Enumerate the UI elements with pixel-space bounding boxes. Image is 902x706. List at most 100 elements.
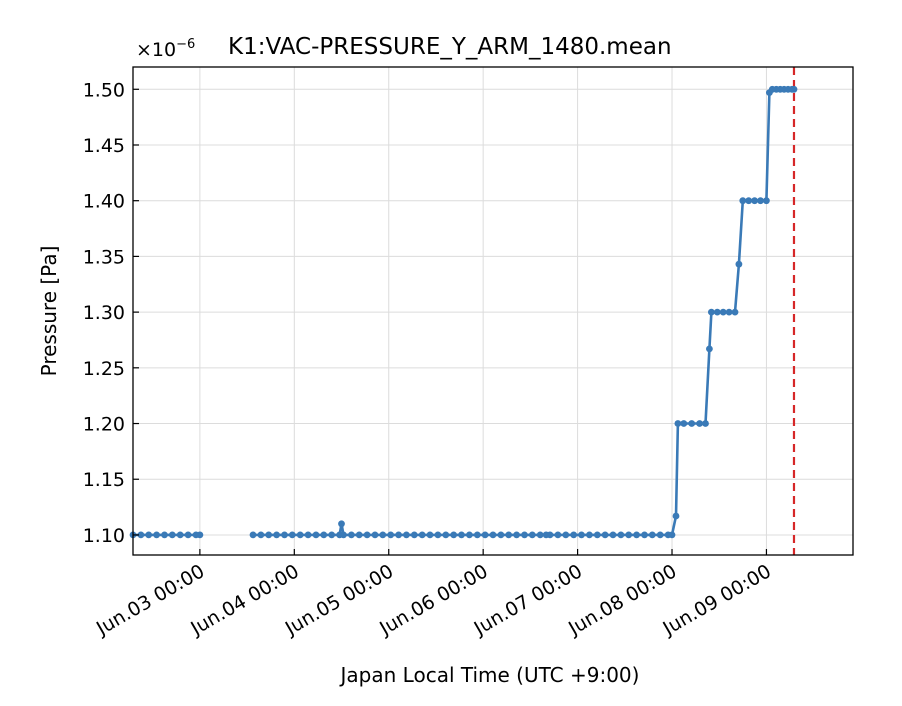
data-point	[708, 308, 715, 316]
data-point	[586, 531, 593, 539]
data-point	[513, 531, 520, 539]
y-tick-label: 1.20	[83, 414, 125, 436]
data-point	[426, 531, 434, 539]
data-point	[387, 531, 395, 539]
data-point	[161, 531, 168, 539]
data-point	[578, 531, 585, 539]
data-point	[153, 531, 161, 539]
data-point	[528, 531, 536, 539]
data-point	[570, 531, 578, 539]
data-point	[410, 531, 418, 539]
data-point	[371, 531, 379, 539]
data-point	[312, 531, 320, 539]
data-point	[363, 531, 371, 539]
data-point	[702, 420, 709, 427]
data-point	[145, 531, 153, 539]
data-point	[719, 308, 727, 316]
y-tick-label: 1.45	[83, 135, 125, 157]
data-point	[196, 531, 204, 539]
y-axis-ticks: 1.10 1.15 1.20 1.25 1.30 1.35 1.40 1.45 1.50	[83, 79, 139, 547]
data-point	[757, 197, 764, 205]
data-point	[473, 531, 481, 539]
y-tick-label: 1.35	[83, 246, 125, 268]
data-point	[176, 531, 184, 539]
data-point	[763, 197, 770, 205]
data-point	[497, 531, 505, 539]
data-point	[668, 531, 676, 539]
data-point	[731, 308, 739, 316]
y-offset-text: ×10−6	[136, 37, 195, 61]
y-offset-base: ×10	[136, 39, 176, 61]
data-point	[593, 531, 601, 539]
y-tick-label: 1.40	[83, 191, 125, 213]
data-point	[713, 308, 721, 316]
data-point	[674, 420, 682, 427]
data-point	[680, 420, 688, 427]
data-point	[546, 531, 554, 539]
data-point	[184, 531, 192, 539]
data-point	[348, 531, 355, 539]
data-point	[790, 85, 798, 93]
y-tick-label: 1.10	[83, 525, 125, 547]
data-point	[304, 531, 312, 539]
data-point	[481, 531, 489, 539]
data-point	[328, 531, 336, 539]
data-point	[355, 531, 363, 539]
data-point	[751, 197, 758, 205]
data-point	[609, 531, 617, 539]
data-point	[395, 531, 402, 539]
data-point	[554, 531, 562, 539]
data-point	[617, 531, 625, 539]
series-line	[253, 522, 547, 537]
data-point	[434, 531, 442, 539]
data-point	[379, 531, 387, 539]
data-point	[403, 531, 410, 539]
y-axis-label: Pressure [Pa]	[37, 246, 61, 377]
data-point	[648, 531, 656, 539]
data-point	[641, 531, 648, 539]
data-point	[137, 531, 145, 539]
data-point	[489, 531, 497, 539]
plot-frame	[132, 66, 854, 556]
data-point	[265, 531, 273, 539]
x-axis-label: Japan Local Time (UTC +9:00)	[339, 663, 640, 687]
y-tick-label: 1.50	[83, 79, 125, 101]
data-point	[633, 531, 640, 539]
y-offset-exponent: −6	[176, 37, 195, 52]
data-point	[672, 512, 680, 520]
data-point	[562, 531, 570, 539]
data-point	[656, 531, 664, 539]
data-point	[725, 308, 733, 316]
data-point	[340, 531, 347, 539]
data-point	[696, 420, 703, 427]
data-point	[735, 260, 743, 268]
series-pressure	[129, 85, 798, 539]
data-point	[249, 531, 257, 539]
data-point	[739, 197, 747, 205]
data-point	[338, 520, 345, 528]
data-point	[601, 531, 609, 539]
data-point	[458, 531, 465, 539]
data-point	[442, 531, 450, 539]
data-point	[745, 197, 753, 205]
data-point	[281, 531, 288, 539]
y-tick-label: 1.15	[83, 469, 125, 491]
data-point	[273, 531, 280, 539]
grid	[133, 67, 853, 555]
data-point	[706, 345, 713, 353]
data-point	[625, 531, 633, 539]
data-point	[296, 531, 304, 539]
data-point	[320, 531, 328, 539]
data-point	[288, 531, 296, 539]
chart-title: K1:VAC-PRESSURE_Y_ARM_1480.mean	[228, 34, 672, 60]
data-point	[688, 420, 696, 427]
data-point	[450, 531, 458, 539]
data-point	[505, 531, 513, 539]
data-point	[536, 531, 544, 539]
y-tick-label: 1.25	[83, 358, 125, 380]
data-point	[521, 531, 528, 539]
data-point	[418, 531, 426, 539]
y-tick-label: 1.30	[83, 302, 125, 324]
